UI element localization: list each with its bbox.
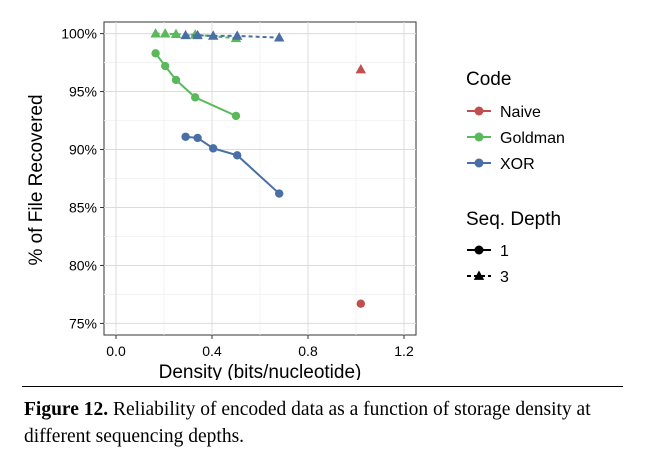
point-goldman-depth-1	[151, 49, 160, 58]
point-naive-depth-1	[356, 299, 365, 308]
chart: 0.0 0.4 0.8 1.2 75% 80% 85% 90% 95% 100% Density …	[26, 21, 565, 380]
grid	[104, 22, 416, 335]
legend-key-point	[473, 270, 485, 280]
point-xor-depth-3	[231, 30, 243, 40]
x-tick-label: 0.0	[106, 343, 126, 359]
point-goldman-depth-3	[159, 28, 171, 38]
x-tick-label: 0.8	[298, 343, 318, 359]
figure-caption: Figure 12. Reliability of encoded data a…	[24, 396, 624, 450]
legend-depth-title: Seq. Depth	[466, 209, 561, 230]
y-tick-label: 80%	[69, 257, 97, 273]
point-goldman-depth-1	[161, 61, 170, 71]
point-xor-depth-1	[233, 151, 242, 160]
y-tick-label: 100%	[61, 26, 97, 42]
caption-text: Reliability of encoded data as a functio…	[24, 399, 591, 447]
legend-entry-label: XOR	[500, 156, 535, 173]
caption-rule	[22, 386, 623, 387]
legend-key-point	[474, 158, 484, 168]
legend: Code Seq. Depth Naive Goldman XOR 1 3	[466, 69, 565, 286]
legend-entry-label: Goldman	[500, 130, 565, 147]
legend-key-point	[474, 106, 484, 116]
point-naive-depth-3	[355, 64, 367, 74]
point-xor-depth-1	[181, 132, 190, 141]
legend-key-point	[474, 132, 484, 142]
point-xor-depth-3	[273, 32, 285, 42]
caption-label: Figure 12.	[24, 399, 109, 420]
legend-entry-label: 3	[500, 269, 509, 286]
legend-code-title: Code	[466, 69, 511, 90]
series-layer	[150, 28, 367, 308]
point-xor-depth-3	[192, 29, 203, 40]
point-goldman-depth-1	[171, 75, 181, 85]
point-xor-depth-1	[275, 189, 284, 198]
point-xor-depth-1	[193, 133, 202, 143]
axes-layer: 0.0 0.4 0.8 1.2 75% 80% 85% 90% 95% 100%	[61, 26, 414, 359]
point-xor-depth-3	[207, 30, 219, 40]
series-line-xor-depth-3	[185, 34, 280, 39]
y-tick-label: 75%	[69, 315, 97, 331]
legend-key-point	[474, 245, 484, 255]
point-goldman-depth-3	[150, 28, 161, 38]
x-axis-label: Density (bits/nucleotide)	[159, 362, 362, 380]
y-axis-label: % of File Recovered	[26, 94, 47, 265]
y-tick-label: 90%	[69, 142, 97, 158]
y-tick-label: 95%	[69, 84, 97, 100]
point-goldman-depth-1	[191, 93, 200, 102]
point-goldman-depth-3	[170, 28, 182, 39]
point-xor-depth-1	[209, 144, 218, 153]
y-tick-label: 85%	[69, 199, 97, 215]
point-xor-depth-3	[180, 29, 191, 40]
legend-entry-label: 1	[500, 243, 509, 260]
point-goldman-depth-1	[231, 111, 241, 121]
legend-entry-label: Naive	[500, 104, 541, 121]
x-tick-label: 1.2	[394, 343, 414, 359]
x-tick-label: 0.4	[202, 343, 222, 359]
